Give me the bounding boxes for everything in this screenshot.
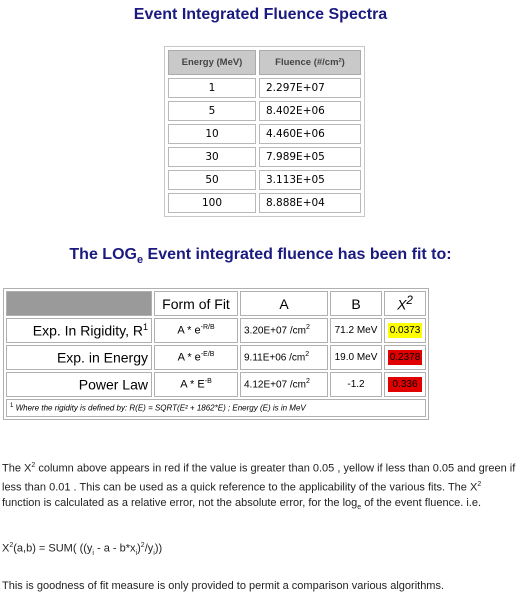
fit-name-sup: 1 (142, 322, 148, 333)
fit-name-text: Power Law (78, 376, 148, 393)
subscript: i (135, 549, 138, 557)
fit-name-text: Exp. In Rigidity, R (32, 322, 143, 339)
energy-cell: 100 (168, 193, 256, 213)
b-header: B (330, 291, 382, 316)
text-run: column above appears in red if the value… (2, 462, 516, 494)
formula-sup: -B (204, 378, 212, 386)
explanation-paragraph: The X2 column above appears in red if th… (2, 458, 518, 517)
fit-row: Power Law A * E-B 4.12E+07 /cm2 -1.2 0.3… (6, 372, 426, 397)
text-run: ) (137, 542, 141, 555)
energy-header: Energy (MeV) (168, 50, 256, 75)
fit-table: Form of Fit A B X2 Exp. In Rigidity, R1 … (3, 288, 429, 420)
formula-paragraph: X2(a,b) = SUM( ((yi - a - b*xi)2/yi)) (2, 538, 518, 562)
chi-sup: 2 (406, 294, 413, 308)
text-run: /y (144, 542, 154, 555)
title-post: Event integrated fluence has been fit to… (143, 246, 452, 263)
table-row: 100 8.888E+04 (168, 193, 361, 213)
a-sup: 2 (305, 378, 310, 386)
text-run: (a,b) = SUM( ((y (13, 542, 93, 555)
a-sup: 2 (305, 351, 310, 359)
form-header: Form of Fit (154, 291, 238, 316)
energy-cell: 5 (168, 101, 256, 121)
table-row: 30 7.989E+05 (168, 147, 361, 167)
fluence-cell: 3.113E+05 (259, 170, 361, 190)
fluence-cell: 7.989E+05 (259, 147, 361, 167)
footnote-sup: 1 (10, 403, 14, 410)
superscript: 2 (9, 542, 14, 549)
fit-a-value: 9.11E+06 /cm2 (240, 345, 328, 370)
a-text: 4.12E+07 /cm (244, 379, 306, 391)
title-pre: The LOG (69, 246, 137, 263)
fit-name: Power Law (6, 372, 152, 397)
fluence-cell: 8.888E+04 (259, 193, 361, 213)
fit-chi-value: 0.2378 (384, 345, 426, 370)
fluence-table: Energy (MeV) Fluence (#/cm²) 1 2.297E+07… (164, 46, 365, 217)
fit-row: Exp. In Rigidity, R1 A * e-R/B 3.20E+07 … (6, 318, 426, 343)
chi-value-badge: 0.2378 (388, 350, 422, 365)
superscript: 2 (477, 480, 482, 488)
text-run: function is calculated as a relative err… (2, 497, 358, 510)
energy-cell: 50 (168, 170, 256, 190)
energy-cell: 10 (168, 124, 256, 144)
fit-formula: A * e-R/B (154, 318, 238, 343)
subscript: e (357, 504, 362, 512)
page-title: Event Integrated Fluence Spectra (133, 6, 388, 23)
table-row: 1 2.297E+07 (168, 78, 361, 98)
energy-cell: 30 (168, 147, 256, 167)
text-run: - a - b*x (93, 542, 136, 555)
energy-cell: 1 (168, 78, 256, 98)
fit-name-text: Exp. in Energy (56, 349, 148, 366)
table-row: 50 3.113E+05 (168, 170, 361, 190)
text-run: The X (2, 462, 32, 475)
fit-b-value: 19.0 MeV (330, 345, 382, 370)
a-text: 3.20E+07 /cm (244, 325, 306, 337)
fit-b-value: 71.2 MeV (330, 318, 382, 343)
fit-row: Exp. in Energy A * e-E/B 9.11E+06 /cm2 1… (6, 345, 426, 370)
formula-text: A * E (180, 378, 205, 391)
footnote: 1 Where the rigidity is defined by: R(E)… (6, 399, 426, 417)
footnote-text: Where the rigidity is defined by: R(E) =… (13, 403, 306, 413)
fit-header-row: Form of Fit A B X2 (6, 291, 426, 316)
fit-chi-value: 0.0373 (384, 318, 426, 343)
blank-header (6, 291, 152, 316)
text-run: of the event fluence. i.e. (361, 497, 482, 510)
fit-a-value: 3.20E+07 /cm2 (240, 318, 328, 343)
a-text: 9.11E+06 /cm (244, 352, 306, 364)
chi-value-badge: 0.336 (388, 377, 422, 392)
subscript: i (92, 549, 94, 557)
chi-square-header: X2 (384, 291, 426, 316)
a-header: A (240, 291, 328, 316)
fluence-header: Fluence (#/cm²) (259, 50, 361, 75)
formula-sup: -R/B (200, 324, 215, 332)
fit-formula: A * e-E/B (154, 345, 238, 370)
text-run: X (2, 542, 10, 555)
fit-section-title: The LOGe Event integrated fluence has be… (0, 246, 521, 266)
table-row: 5 8.402E+06 (168, 101, 361, 121)
fit-a-value: 4.12E+07 /cm2 (240, 372, 328, 397)
formula-text: A * e (177, 351, 201, 364)
fit-formula: A * E-B (154, 372, 238, 397)
chi-label: X (397, 296, 407, 313)
title-sub: e (136, 254, 144, 267)
fit-b-value: -1.2 (330, 372, 382, 397)
a-sup: 2 (305, 324, 310, 332)
fluence-cell: 2.297E+07 (259, 78, 361, 98)
fit-chi-value: 0.336 (384, 372, 426, 397)
fit-name: Exp. in Energy (6, 345, 152, 370)
formula-text: A * e (177, 324, 201, 337)
text-run: )) (154, 542, 163, 555)
footnote-row: 1 Where the rigidity is defined by: R(E)… (6, 399, 426, 417)
fluence-cell: 4.460E+06 (259, 124, 361, 144)
superscript: 2 (140, 542, 145, 549)
fluence-header-row: Energy (MeV) Fluence (#/cm²) (168, 50, 361, 75)
fluence-cell: 8.402E+06 (259, 101, 361, 121)
fit-name: Exp. In Rigidity, R1 (6, 318, 152, 343)
chi-value-badge: 0.0373 (388, 323, 422, 338)
subscript: i (153, 549, 155, 557)
table-row: 10 4.460E+06 (168, 124, 361, 144)
closing-paragraph: This is goodness of fit measure is only … (2, 580, 445, 592)
formula-sup: -E/B (200, 351, 215, 359)
superscript: 2 (31, 462, 36, 469)
